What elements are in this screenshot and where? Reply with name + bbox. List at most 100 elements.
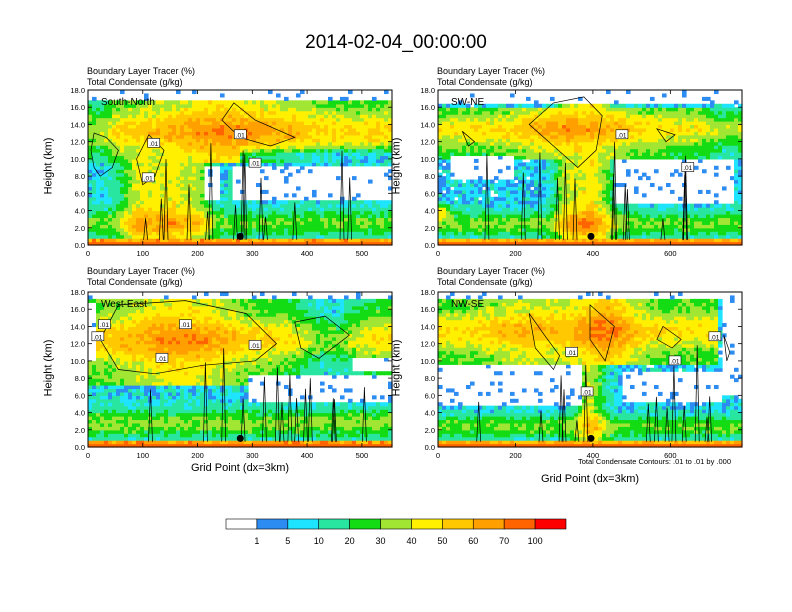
heat-cell bbox=[734, 179, 739, 184]
heat-cell bbox=[368, 114, 373, 119]
heat-cell bbox=[356, 231, 361, 236]
heat-cell bbox=[336, 220, 341, 225]
heat-cell bbox=[308, 138, 313, 143]
heat-cell bbox=[502, 131, 507, 136]
heat-cell bbox=[128, 220, 133, 225]
heat-cell bbox=[522, 141, 527, 146]
heat-cell bbox=[730, 207, 735, 212]
heat-cell bbox=[240, 117, 245, 122]
heat-cell bbox=[112, 210, 117, 215]
heat-cell bbox=[120, 172, 125, 177]
heat-cell bbox=[196, 117, 201, 122]
heat-cell bbox=[570, 238, 575, 243]
heat-cell bbox=[296, 210, 301, 215]
heat-cell bbox=[638, 217, 643, 222]
heat-cell bbox=[590, 158, 595, 163]
heat-cell bbox=[288, 210, 293, 215]
heat-cell bbox=[722, 145, 727, 150]
heat-cell bbox=[602, 196, 607, 201]
heat-cell bbox=[248, 131, 253, 136]
heat-cell bbox=[296, 231, 301, 236]
heat-cell bbox=[446, 165, 451, 170]
heat-cell bbox=[372, 124, 377, 129]
heat-cell bbox=[706, 238, 711, 243]
heat-cell bbox=[172, 152, 177, 157]
heat-cell bbox=[128, 134, 133, 139]
heat-cell bbox=[586, 214, 591, 219]
heat-cell bbox=[530, 234, 535, 239]
heat-cell bbox=[494, 127, 499, 132]
heat-cell bbox=[650, 238, 655, 243]
heat-cell bbox=[344, 141, 349, 146]
heat-cell bbox=[502, 134, 507, 139]
heat-cell bbox=[240, 227, 245, 232]
heat-cell bbox=[140, 148, 145, 153]
heat-cell bbox=[308, 124, 313, 129]
heat-cell bbox=[236, 179, 241, 184]
heat-cell bbox=[196, 162, 201, 167]
heat-cell bbox=[372, 96, 377, 101]
heat-cell bbox=[276, 124, 281, 129]
heat-cell bbox=[316, 207, 321, 212]
heat-cell bbox=[192, 169, 197, 174]
heat-cell bbox=[446, 141, 451, 146]
heat-cell bbox=[534, 200, 539, 205]
heat-cell bbox=[148, 241, 153, 246]
heat-cell bbox=[674, 134, 679, 139]
heat-cell bbox=[372, 231, 377, 236]
heat-cell bbox=[332, 138, 337, 143]
heat-cell bbox=[320, 238, 325, 243]
heat-cell bbox=[388, 121, 393, 126]
heat-cell bbox=[662, 220, 667, 225]
heat-cell bbox=[478, 183, 483, 188]
heat-cell bbox=[116, 224, 121, 229]
heat-cell bbox=[220, 231, 225, 236]
heat-cell bbox=[566, 145, 571, 150]
heat-cell bbox=[698, 210, 703, 215]
heat-cell bbox=[100, 220, 105, 225]
heat-cell bbox=[236, 210, 241, 215]
heat-cell bbox=[256, 224, 261, 229]
heat-cell bbox=[550, 138, 555, 143]
heat-cell bbox=[506, 193, 511, 198]
heat-cell bbox=[200, 189, 205, 194]
heat-cell bbox=[88, 186, 93, 191]
heat-cell bbox=[734, 148, 739, 153]
heat-cell bbox=[698, 145, 703, 150]
heat-cell bbox=[546, 162, 551, 167]
heat-cell bbox=[554, 158, 559, 163]
heat-cell bbox=[348, 152, 353, 157]
heat-cell bbox=[168, 148, 173, 153]
heat-cell bbox=[140, 241, 145, 246]
heat-cell bbox=[666, 155, 671, 160]
heat-cell bbox=[208, 224, 213, 229]
heat-cell bbox=[458, 220, 463, 225]
heat-cell bbox=[380, 210, 385, 215]
heat-cell bbox=[356, 214, 361, 219]
heat-cell bbox=[216, 131, 221, 136]
heat-cell bbox=[550, 127, 555, 132]
heat-cell bbox=[554, 152, 559, 157]
heat-cell bbox=[578, 234, 583, 239]
heat-cell bbox=[590, 193, 595, 198]
heat-cell bbox=[312, 134, 317, 139]
heat-cell bbox=[666, 131, 671, 136]
figure-title: 2014-02-04_00:00:00 bbox=[305, 32, 487, 53]
heat-cell bbox=[96, 155, 101, 160]
heat-cell bbox=[618, 203, 623, 208]
heat-cell bbox=[610, 148, 615, 153]
heat-cell bbox=[328, 131, 333, 136]
heat-cell bbox=[328, 107, 333, 112]
heat-cell bbox=[260, 148, 265, 153]
heat-cell bbox=[702, 238, 707, 243]
heat-cell bbox=[670, 217, 675, 222]
heat-cell bbox=[296, 169, 301, 174]
heat-cell bbox=[494, 189, 499, 194]
heat-cell bbox=[702, 227, 707, 232]
heat-cell bbox=[542, 210, 547, 215]
heat-cell bbox=[558, 210, 563, 215]
heat-cell bbox=[320, 155, 325, 160]
heat-cell bbox=[450, 141, 455, 146]
heat-cell bbox=[328, 152, 333, 157]
heat-cell bbox=[658, 148, 663, 153]
